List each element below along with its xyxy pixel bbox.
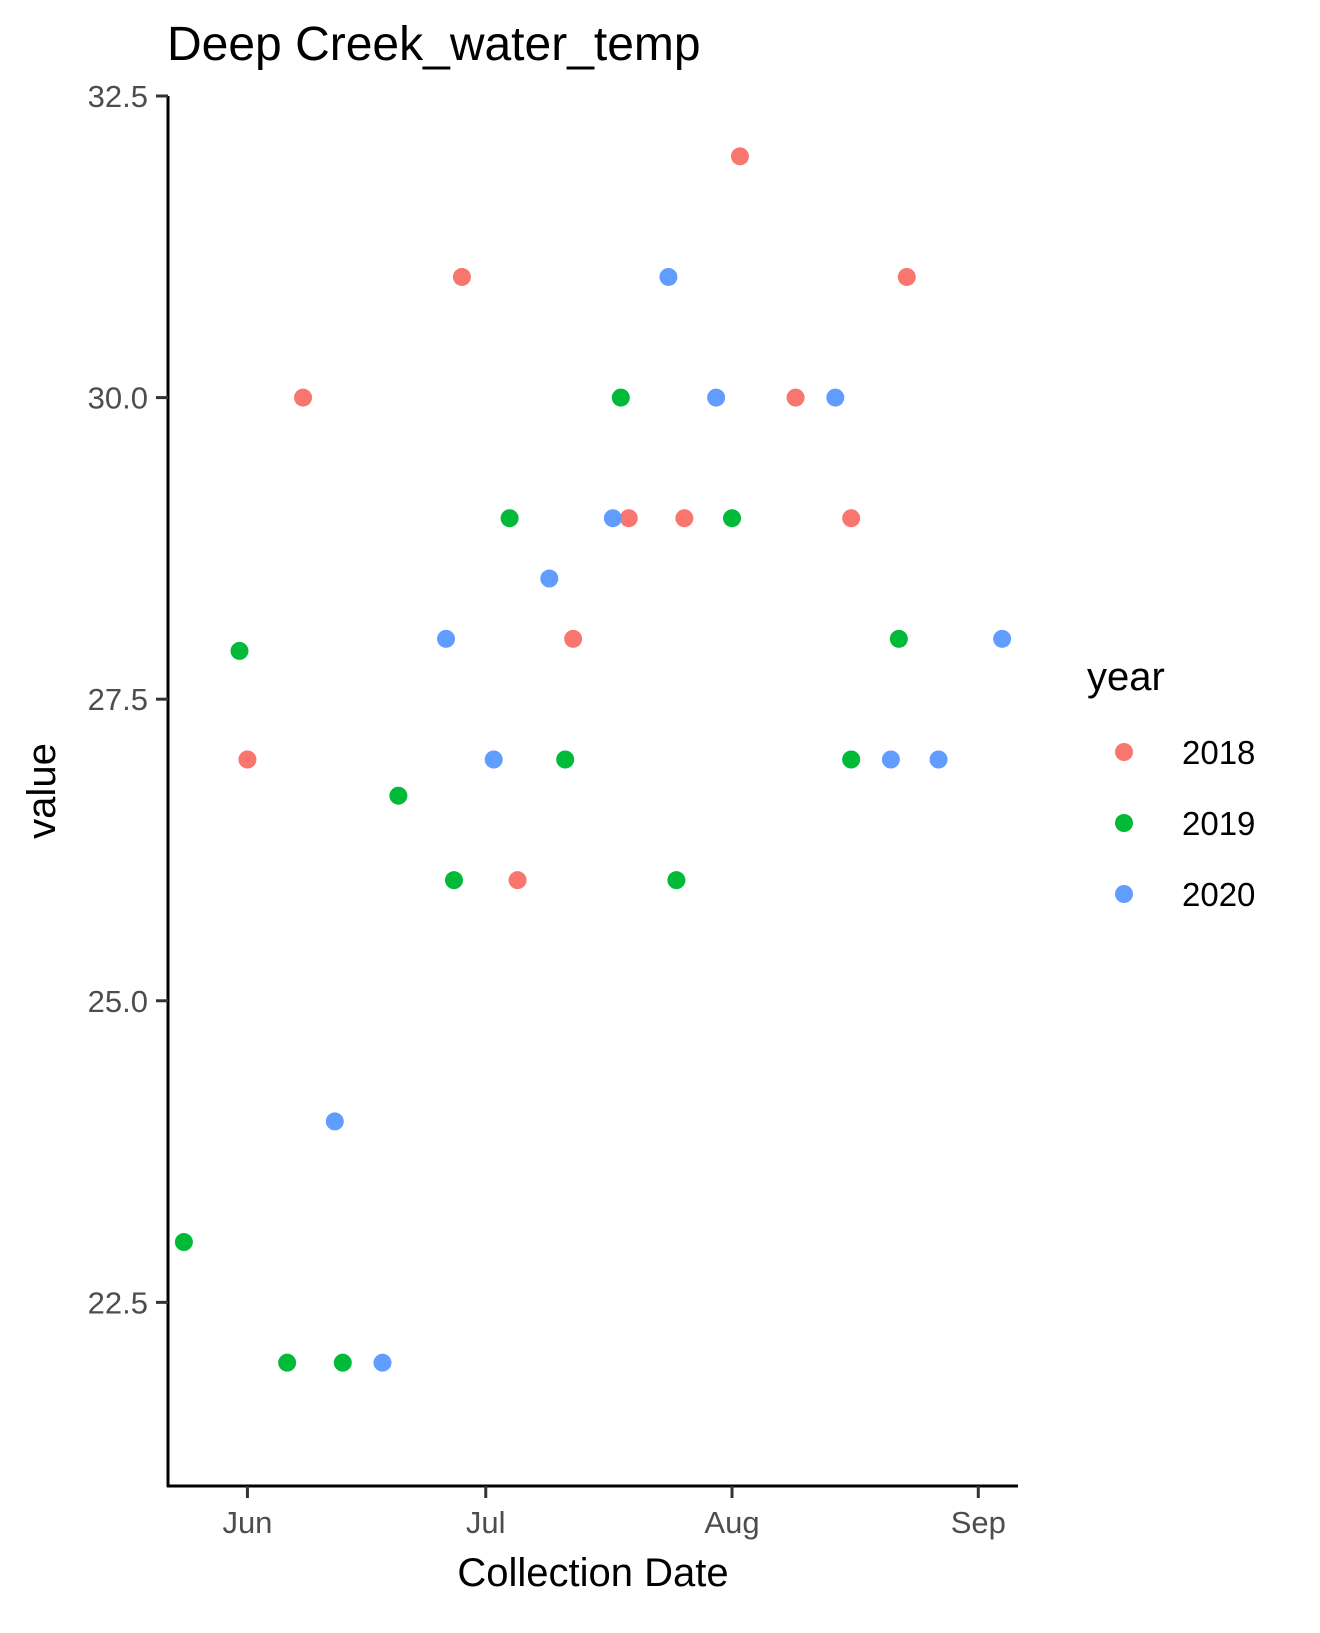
y-ticks: 22.5 25.0 27.5 30.0 32.5 [88,79,168,1320]
data-point-2019 [500,509,519,528]
data-point-2019 [389,786,408,805]
data-point-2020 [707,388,726,407]
legend-key-2018 [1115,743,1133,761]
data-point-2020 [437,629,456,648]
data-point-2018 [508,871,527,890]
data-point-2020 [373,1353,392,1372]
data-point-2018 [786,388,805,407]
data-point-2018 [564,629,583,648]
data-point-2020 [881,750,900,769]
data-point-2019 [174,1233,193,1252]
x-axis-title: Collection Date [457,1551,728,1595]
data-point-2018 [842,509,861,528]
data-point-2019 [889,629,908,648]
data-point-2018 [897,267,916,286]
y-tick-label: 27.5 [88,682,148,717]
legend-title: year [1087,655,1165,699]
data-point-2019 [842,750,861,769]
data-point-2019 [278,1353,297,1372]
data-point-2018 [452,267,471,286]
data-points [174,147,1012,1372]
data-point-2019 [611,388,630,407]
data-point-2020 [929,750,948,769]
data-point-2019 [444,871,463,890]
data-point-2020 [826,388,845,407]
x-tick-label: Jul [466,1505,506,1540]
legend-label-2018: 2018 [1182,734,1255,771]
data-point-2020 [540,569,559,588]
data-point-2019 [667,871,686,890]
y-axis-title: value [20,743,64,839]
data-point-2018 [294,388,313,407]
data-point-2019 [230,641,249,660]
legend-items: 2018 2019 2020 [1115,734,1255,913]
legend-key-2019 [1115,814,1133,832]
data-point-2018 [238,750,257,769]
y-tick-label: 22.5 [88,1285,148,1320]
data-point-2020 [659,267,678,286]
data-point-2019 [333,1353,352,1372]
chart-title: Deep Creek_water_temp [167,18,701,71]
y-tick-label: 32.5 [88,79,148,114]
legend-label-2020: 2020 [1182,876,1255,913]
data-point-2018 [675,509,694,528]
data-point-2020 [603,509,622,528]
data-point-2020 [325,1112,344,1131]
data-point-2020 [484,750,503,769]
x-tick-label: Jun [222,1505,272,1540]
y-tick-label: 25.0 [88,984,148,1019]
data-point-2019 [556,750,575,769]
axes [166,96,1018,1488]
data-point-2018 [730,147,749,166]
legend: year 2018 2019 2020 [1087,655,1255,913]
legend-key-2020 [1115,885,1133,903]
x-tick-label: Sep [951,1505,1006,1540]
x-ticks: Jun Jul Aug Sep [222,1486,1006,1540]
data-point-2019 [723,509,742,528]
x-tick-label: Aug [704,1505,759,1540]
data-point-2018 [619,509,638,528]
legend-label-2019: 2019 [1182,805,1255,842]
y-tick-label: 30.0 [88,381,148,416]
data-point-2020 [993,629,1012,648]
